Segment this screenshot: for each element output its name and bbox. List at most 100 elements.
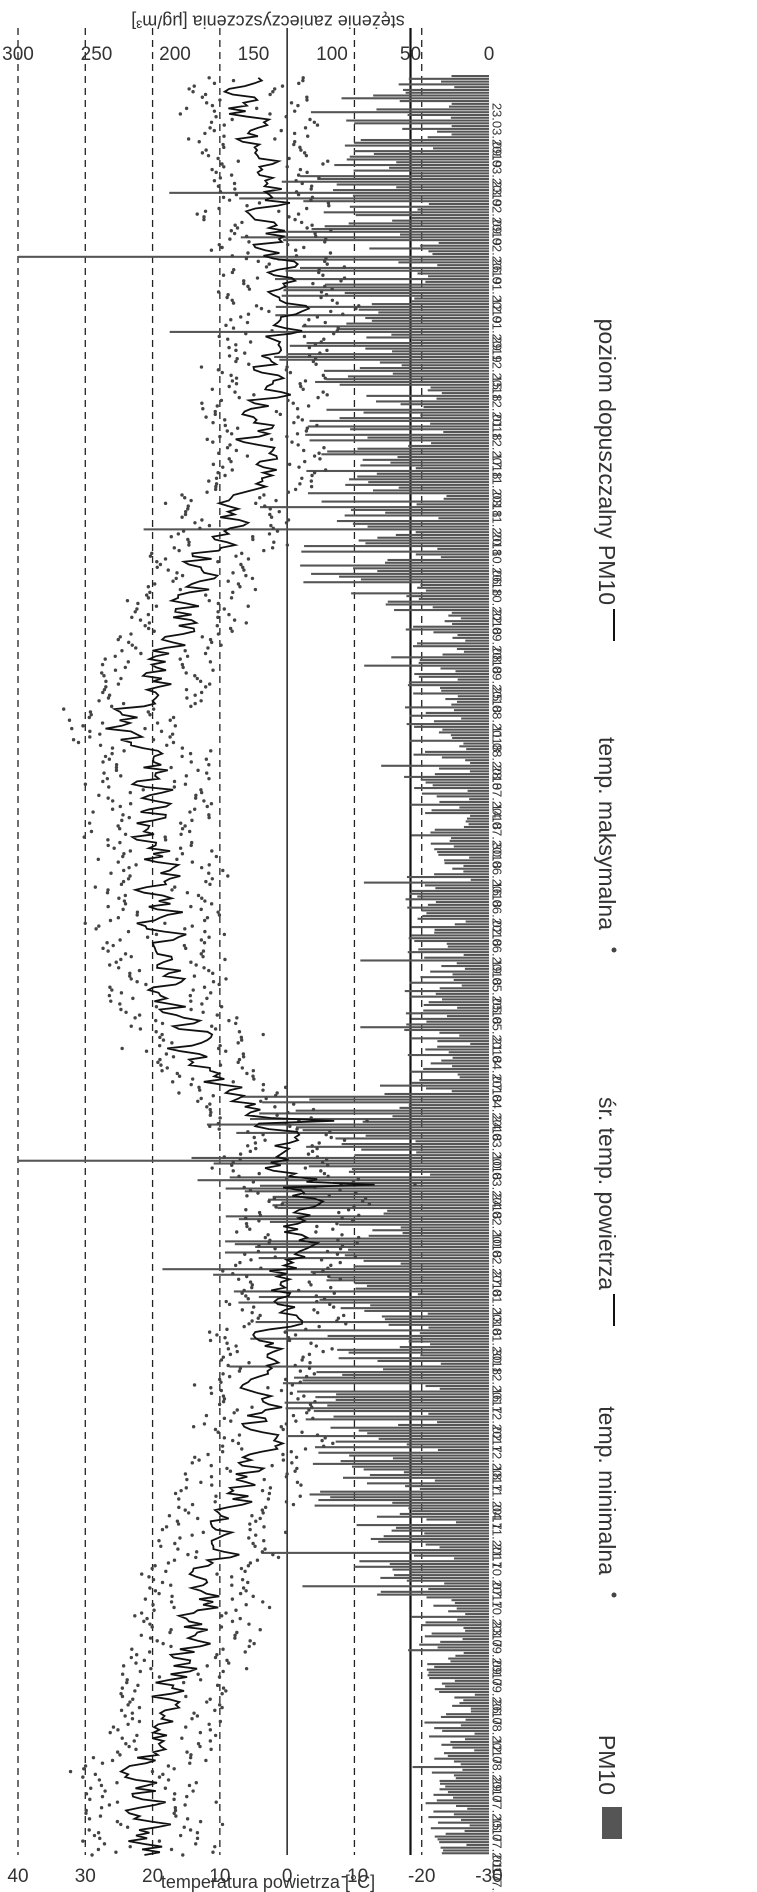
pm10-bar xyxy=(302,1379,489,1382)
temp-max-point xyxy=(144,982,148,987)
temp-min-point xyxy=(173,724,178,728)
temp-min-point xyxy=(305,98,309,102)
temp-min-point xyxy=(207,1722,211,1726)
pm10-bar xyxy=(366,394,489,397)
temp-max-point xyxy=(246,1144,250,1148)
temp-max-point xyxy=(194,1550,199,1554)
temp-min-point xyxy=(286,518,291,522)
temp-max-point xyxy=(225,1466,229,1471)
temp-min-point xyxy=(327,1274,331,1279)
temp-max-point xyxy=(104,685,108,689)
date-tick-label: 21.10.2017 xyxy=(490,1544,505,1609)
temp-min-point xyxy=(315,315,320,319)
temp-min-point xyxy=(220,1691,224,1696)
temp-min-point xyxy=(180,662,185,667)
temp-min-point xyxy=(195,1714,200,1718)
date-tick-label: 02.06.2018 xyxy=(490,921,505,986)
pm10-bar xyxy=(354,141,489,144)
temp-max-point xyxy=(245,320,250,325)
temp-min-point xyxy=(155,721,160,725)
temp-max-point xyxy=(155,565,159,569)
pm10-bar xyxy=(398,83,489,86)
temp-max-point xyxy=(83,1764,88,1768)
pm10-bar xyxy=(337,328,489,331)
pm10-bar xyxy=(406,723,489,726)
temp-max-point xyxy=(221,465,225,469)
temp-max-point xyxy=(217,1402,222,1407)
temp-min-point xyxy=(163,921,167,925)
temp-max-point xyxy=(139,651,143,656)
temp-max-point xyxy=(212,178,217,183)
temp-min-point xyxy=(172,779,177,784)
temp-min-point xyxy=(307,1408,311,1412)
temp-min-point xyxy=(321,390,325,394)
temp-max-point xyxy=(177,1074,182,1078)
pm10-bar xyxy=(407,684,489,687)
temp-max-point xyxy=(229,1419,233,1423)
temp-min-point xyxy=(190,818,194,823)
temp-max-point xyxy=(209,1386,213,1390)
temp-max-point xyxy=(103,1789,107,1793)
pm10-bar xyxy=(424,1721,489,1724)
pm10-bar xyxy=(369,247,489,250)
temp-max-point xyxy=(233,187,237,191)
temp-max-point xyxy=(134,1747,138,1752)
temp-max-point xyxy=(91,1755,96,1760)
pm10-bar xyxy=(414,725,489,728)
temp-max-point xyxy=(187,543,191,547)
pm10-bar xyxy=(394,1574,489,1577)
temp-max-point xyxy=(226,293,230,297)
temp-tick-label: -30 xyxy=(475,1866,502,1887)
pm10-bar xyxy=(448,1610,489,1613)
temp-min-point xyxy=(317,451,321,455)
pm10-bar xyxy=(439,1546,489,1549)
temp-min-point xyxy=(286,398,290,403)
temp-max-point xyxy=(129,954,133,959)
temp-min-point xyxy=(313,343,318,347)
temp-min-point xyxy=(248,1639,252,1643)
temp-max-point xyxy=(102,674,106,678)
pm10-bar xyxy=(463,864,489,867)
temp-min-point xyxy=(299,384,303,389)
temp-max-point xyxy=(218,1116,222,1120)
temp-min-point xyxy=(150,1769,155,1774)
temp-max-point xyxy=(121,813,125,817)
temp-max-point xyxy=(120,1672,125,1676)
temp-max-point xyxy=(120,1046,124,1051)
pm10-bar xyxy=(452,1746,489,1749)
pm-tick-label: 250 xyxy=(81,44,113,65)
temp-max-point xyxy=(234,348,238,353)
temp-max-point xyxy=(82,835,86,839)
temp-max-point xyxy=(229,373,233,378)
temp-min-point xyxy=(226,874,230,878)
temp-min-point xyxy=(240,551,244,556)
temp-max-point xyxy=(208,1338,213,1343)
temp-max-point xyxy=(155,1639,159,1643)
date-tick-label: 03.11.2018 xyxy=(490,492,505,556)
temp-max-point xyxy=(233,223,237,227)
temp-max-point xyxy=(103,657,107,661)
pm10-bar xyxy=(463,1651,489,1655)
pm10-bar xyxy=(405,628,489,631)
temp-min-point xyxy=(198,1819,203,1824)
temp-max-point xyxy=(247,362,251,366)
temp-min-point xyxy=(209,640,214,645)
pm10-bar xyxy=(419,1079,489,1082)
pm10-bar xyxy=(466,817,489,820)
temp-max-point xyxy=(133,610,137,614)
temp-min-point xyxy=(236,582,241,586)
pm10-bar xyxy=(415,467,489,470)
temp-max-point xyxy=(180,573,185,578)
pm10-bar xyxy=(301,550,489,553)
temp-max-point xyxy=(210,1483,214,1487)
temp-min-point xyxy=(166,1764,171,1768)
temp-max-point xyxy=(67,718,72,722)
pm10-bar xyxy=(406,876,489,879)
pm10-bar xyxy=(233,1290,489,1293)
temp-max-point xyxy=(248,1227,252,1231)
temp-max-point xyxy=(230,379,235,383)
temp-max-point xyxy=(257,1244,261,1248)
temp-max-point xyxy=(242,1185,246,1190)
temp-max-point xyxy=(158,1057,162,1062)
